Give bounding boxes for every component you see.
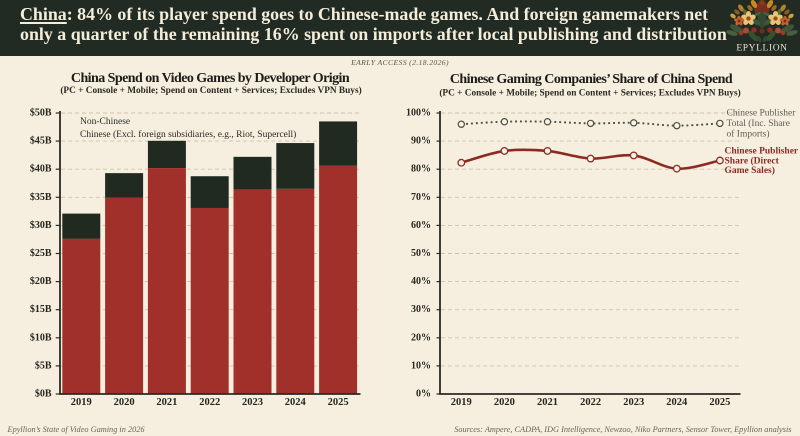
svg-text:$15B: $15B <box>30 304 52 315</box>
svg-text:2023: 2023 <box>623 397 644 408</box>
svg-text:2019: 2019 <box>71 397 92 408</box>
svg-text:2021: 2021 <box>156 397 177 408</box>
svg-text:2025: 2025 <box>328 397 349 408</box>
svg-text:90%: 90% <box>411 136 431 147</box>
svg-text:Sources: Ampere, CADPA, IDG In: Sources: Ampere, CADPA, IDG Intelligence… <box>454 425 791 434</box>
svg-text:$40B: $40B <box>30 164 52 175</box>
svg-text:2023: 2023 <box>242 397 263 408</box>
svg-text:Non-Chinese: Non-Chinese <box>80 117 130 127</box>
svg-text:$20B: $20B <box>30 276 52 287</box>
svg-text:Epyllion’s State of Video Gami: Epyllion’s State of Video Gaming in 2026 <box>7 425 146 434</box>
svg-text:Share (Direct: Share (Direct <box>725 155 780 166</box>
svg-text:2025: 2025 <box>709 397 730 408</box>
svg-text:70%: 70% <box>411 192 431 203</box>
svg-text:2024: 2024 <box>285 397 307 408</box>
svg-text:Chinese (Excl. foreign subsidi: Chinese (Excl. foreign subsidiaries, e.g… <box>80 129 296 140</box>
svg-text:(PC + Console + Mobile; Spend: (PC + Console + Mobile; Spend on Content… <box>439 88 740 99</box>
svg-text:Total (Inc. Share: Total (Inc. Share <box>727 118 790 129</box>
svg-text:2022: 2022 <box>580 397 601 408</box>
svg-text:$50B: $50B <box>30 108 52 119</box>
svg-text:2024: 2024 <box>666 397 688 408</box>
svg-text:2021: 2021 <box>537 397 558 408</box>
svg-text:100%: 100% <box>406 108 431 119</box>
svg-text:60%: 60% <box>411 220 431 231</box>
svg-text:$45B: $45B <box>30 136 52 147</box>
svg-text:40%: 40% <box>411 276 431 287</box>
svg-text:30%: 30% <box>411 304 431 315</box>
svg-text:2019: 2019 <box>451 397 472 408</box>
svg-text:2020: 2020 <box>114 397 135 408</box>
svg-text:80%: 80% <box>411 164 431 175</box>
svg-text:EARLY ACCESS (2.18.2026): EARLY ACCESS (2.18.2026) <box>350 58 449 67</box>
svg-text:Chinese Gaming Companies’ Shar: Chinese Gaming Companies’ Share of China… <box>450 72 733 87</box>
svg-text:Chinese Publisher: Chinese Publisher <box>725 147 799 157</box>
svg-text:China Spend on Video Games by: China Spend on Video Games by Developer … <box>71 71 350 86</box>
svg-text:20%: 20% <box>411 332 431 343</box>
svg-text:50%: 50% <box>411 248 431 259</box>
svg-text:$0B: $0B <box>35 389 52 400</box>
svg-text:0%: 0% <box>416 389 431 400</box>
svg-text:$30B: $30B <box>30 220 52 231</box>
svg-text:(PC + Console + Mobile; Spend: (PC + Console + Mobile; Spend on Content… <box>60 85 361 96</box>
svg-text:EPYLLION: EPYLLION <box>736 44 787 54</box>
svg-text:Chinese Publisher: Chinese Publisher <box>727 109 797 119</box>
svg-text:of Imports): of Imports) <box>727 128 770 139</box>
svg-text:$10B: $10B <box>30 332 52 343</box>
svg-text:$5B: $5B <box>35 360 52 371</box>
svg-text:$35B: $35B <box>30 192 52 203</box>
svg-text:$25B: $25B <box>30 248 52 259</box>
svg-text:10%: 10% <box>411 360 431 371</box>
svg-text:2022: 2022 <box>199 397 220 408</box>
svg-text:Game Sales): Game Sales) <box>725 165 775 176</box>
svg-text:2020: 2020 <box>494 397 515 408</box>
